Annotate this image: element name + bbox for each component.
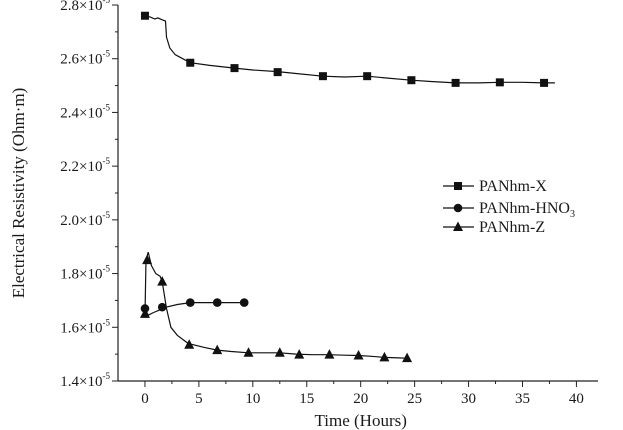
x-tick-label: 25 — [407, 391, 422, 407]
x-tick-label: 20 — [353, 391, 368, 407]
series-line — [144, 251, 408, 359]
y-tick-label: 2.0×10-5 — [60, 210, 110, 229]
legend-label: PANhm-X — [479, 178, 547, 195]
data-point-triangle — [294, 349, 305, 359]
data-point-triangle — [139, 308, 150, 318]
x-axis-title: Time (Hours) — [314, 411, 406, 430]
data-point-triangle — [353, 349, 364, 360]
data-point-triangle — [184, 339, 195, 349]
data-point-triangle — [157, 276, 168, 286]
plot-series — [139, 11, 555, 363]
legend-marker-triangle — [453, 221, 463, 231]
data-point-circle — [212, 298, 222, 307]
series-square — [140, 11, 555, 87]
data-point-square — [407, 76, 416, 85]
y-axis-title: Electrical Resistivity (Ohm·m) — [9, 88, 28, 299]
data-point-square — [273, 68, 282, 77]
legend-marker-circle — [453, 203, 463, 213]
data-point-triangle — [324, 349, 335, 359]
data-point-circle — [157, 302, 167, 312]
y-axis-ticks: 1.4×10-5 1.6×10-5 1.8×10-5 2.0×10-5 2.2×10-5… — [60, 0, 118, 390]
series-line — [144, 15, 555, 84]
x-axis-ticks: 0 5 10 15 20 25 30 35 40 — [141, 381, 584, 407]
y-tick-label: 2.8×10-5 — [60, 0, 110, 14]
y-tick-label: 1.4×10-5 — [60, 371, 110, 390]
data-point-square — [451, 78, 460, 87]
series-circle — [140, 298, 249, 317]
data-point-square — [186, 58, 195, 67]
legend-label: PANhm-Z — [479, 219, 545, 236]
x-tick-label: 10 — [245, 391, 260, 407]
data-point-triangle — [274, 347, 285, 357]
data-point-triangle — [142, 254, 153, 265]
data-point-triangle — [379, 351, 390, 362]
data-point-square — [318, 72, 327, 81]
y-tick-label: 2.6×10-5 — [60, 49, 110, 68]
x-tick-label: 0 — [141, 391, 149, 407]
x-tick-label: 35 — [515, 391, 530, 407]
data-point-square — [140, 11, 149, 20]
x-tick-label: 30 — [461, 391, 476, 407]
series-triangle — [139, 251, 413, 363]
data-point-triangle — [212, 344, 223, 355]
y-tick-label: 2.4×10-5 — [60, 102, 110, 121]
data-point-triangle — [243, 347, 254, 357]
y-tick-label: 2.2×10-5 — [60, 156, 110, 175]
data-point-square — [495, 78, 504, 87]
x-tick-label: 15 — [299, 391, 314, 407]
data-point-triangle — [402, 352, 413, 363]
x-tick-label: 40 — [569, 391, 584, 407]
data-point-square — [540, 78, 549, 87]
y-tick-label: 1.6×10-5 — [60, 317, 110, 336]
data-point-circle — [239, 298, 249, 307]
y-tick-label: 1.8×10-5 — [60, 264, 110, 283]
data-point-square — [230, 64, 239, 73]
legend-label: PANhm-HNO3 — [479, 200, 575, 220]
legend-marker-square — [454, 182, 462, 190]
data-point-circle — [185, 298, 195, 307]
x-tick-label: 5 — [195, 391, 203, 407]
data-point-square — [363, 72, 372, 81]
